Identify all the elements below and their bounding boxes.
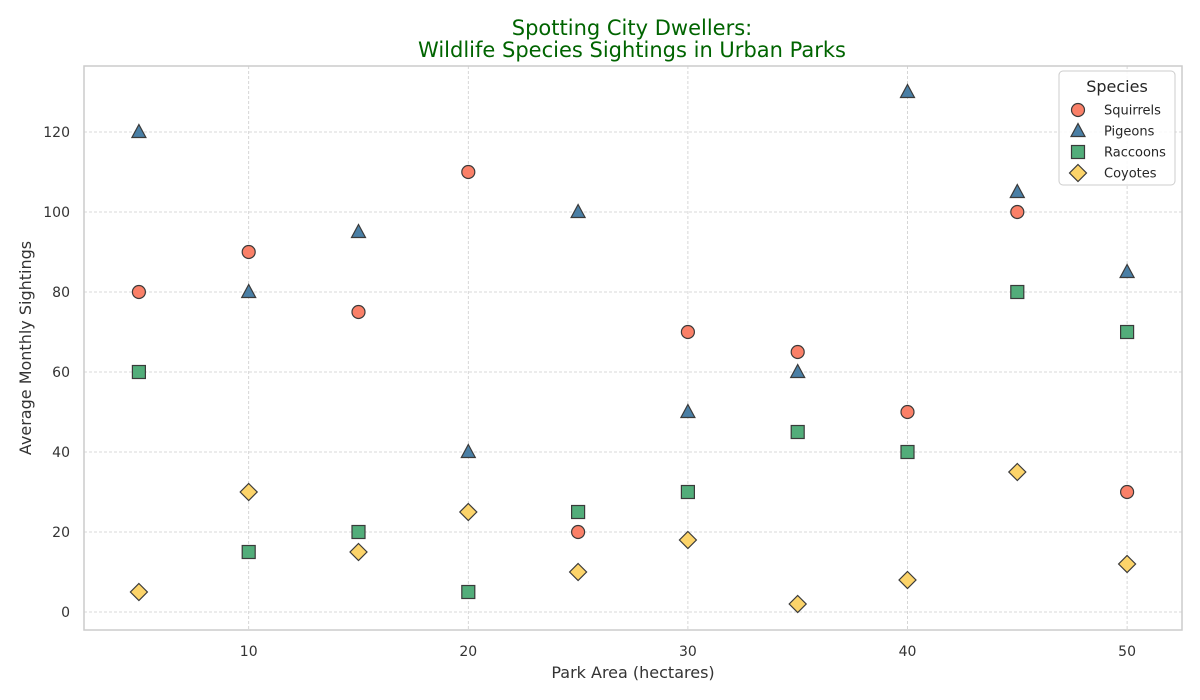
coyotes-point xyxy=(458,502,478,522)
pigeons-point xyxy=(899,83,916,99)
y-axis-label: Average Monthly Sightings xyxy=(16,241,35,455)
squirrels-point xyxy=(1010,204,1025,220)
raccoons-point xyxy=(680,484,696,500)
pigeons-point xyxy=(350,223,367,239)
raccoons-point xyxy=(900,444,915,460)
squirrels-point xyxy=(131,284,146,300)
squirrels-point xyxy=(461,164,476,180)
x-tick-label: 40 xyxy=(899,644,917,660)
coyotes-point xyxy=(568,562,588,582)
pigeons-point xyxy=(1009,183,1026,199)
x-tick-label: 20 xyxy=(459,644,477,660)
series-squirrels xyxy=(131,164,1135,540)
legend-label-coyotes: Coyotes xyxy=(1104,167,1157,182)
raccoons-point xyxy=(131,364,146,380)
raccoons-point xyxy=(241,544,256,560)
pigeons-point xyxy=(130,123,147,139)
legend-marker-raccoons xyxy=(1070,144,1086,160)
coyotes-point xyxy=(349,542,368,562)
y-tick-label: 80 xyxy=(52,285,70,301)
squirrels-point xyxy=(241,244,256,260)
coyotes-point xyxy=(1007,462,1027,482)
y-tick-label: 20 xyxy=(52,525,70,541)
data-points xyxy=(129,83,1137,614)
squirrels-point xyxy=(790,344,805,360)
coyotes-point xyxy=(678,530,698,550)
legend-title: Species xyxy=(1086,77,1148,96)
x-tick-label: 30 xyxy=(679,644,697,660)
x-tick-label: 10 xyxy=(240,644,258,660)
y-tick-label: 60 xyxy=(52,365,70,381)
x-axis-label: Park Area (hectares) xyxy=(551,663,714,682)
series-raccoons xyxy=(131,284,1135,600)
raccoons-point xyxy=(461,584,476,600)
raccoons-point xyxy=(1010,284,1025,300)
raccoons-point xyxy=(790,424,805,440)
squirrels-point xyxy=(680,324,696,340)
tick-labels: 10 20 30 40 50 0 20 40 60 80 100 120 xyxy=(43,125,1136,660)
x-tick-label: 50 xyxy=(1118,644,1136,660)
squirrels-point xyxy=(900,404,915,420)
legend-label-pigeons: Pigeons xyxy=(1104,125,1155,140)
coyotes-point xyxy=(239,482,259,502)
legend-label-raccoons: Raccoons xyxy=(1104,146,1166,161)
raccoons-point xyxy=(1119,324,1135,340)
coyotes-point xyxy=(129,582,149,602)
series-pigeons xyxy=(130,83,1136,459)
legend-item-raccoons: Raccoons xyxy=(1070,144,1166,161)
legend-box xyxy=(1058,70,1176,186)
legend-marker-pigeons xyxy=(1069,122,1087,138)
chart-title-line-1: Spotting City Dwellers: xyxy=(512,16,752,40)
squirrels-point xyxy=(1119,484,1135,500)
chart-title-line-2: Wildlife Species Sightings in Urban Park… xyxy=(418,38,846,62)
raccoons-point xyxy=(570,504,586,520)
legend-label-squirrels: Squirrels xyxy=(1104,104,1161,119)
pigeons-point xyxy=(240,283,257,299)
legend-item-pigeons: Pigeons xyxy=(1069,122,1155,140)
pigeons-point xyxy=(679,403,696,419)
grid xyxy=(84,66,1182,630)
squirrels-point xyxy=(351,304,366,320)
legend-marker-coyotes xyxy=(1068,163,1088,183)
coyotes-point xyxy=(898,570,917,590)
pigeons-point xyxy=(1119,263,1136,279)
legend: Species Squirrels Pigeons Raccoons Coyotes xyxy=(1058,70,1176,186)
y-tick-label: 40 xyxy=(52,445,70,461)
y-tick-label: 120 xyxy=(43,125,70,141)
pigeons-point xyxy=(460,443,477,459)
legend-marker-squirrels xyxy=(1070,102,1086,118)
series-coyotes xyxy=(129,462,1137,614)
legend-item-squirrels: Squirrels xyxy=(1070,102,1161,119)
plot-frame xyxy=(83,65,1183,631)
coyotes-point xyxy=(788,594,808,614)
legend-item-coyotes: Coyotes xyxy=(1068,163,1157,183)
pigeons-point xyxy=(789,363,806,379)
raccoons-point xyxy=(351,524,366,540)
y-tick-label: 100 xyxy=(43,205,70,221)
coyotes-point xyxy=(1117,554,1137,574)
pigeons-point xyxy=(570,203,587,219)
y-tick-label: 0 xyxy=(61,605,70,621)
squirrels-point xyxy=(570,524,586,540)
